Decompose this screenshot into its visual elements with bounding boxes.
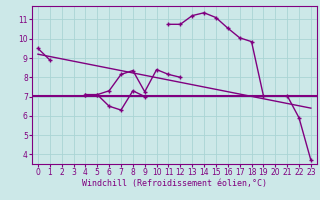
X-axis label: Windchill (Refroidissement éolien,°C): Windchill (Refroidissement éolien,°C): [82, 179, 267, 188]
